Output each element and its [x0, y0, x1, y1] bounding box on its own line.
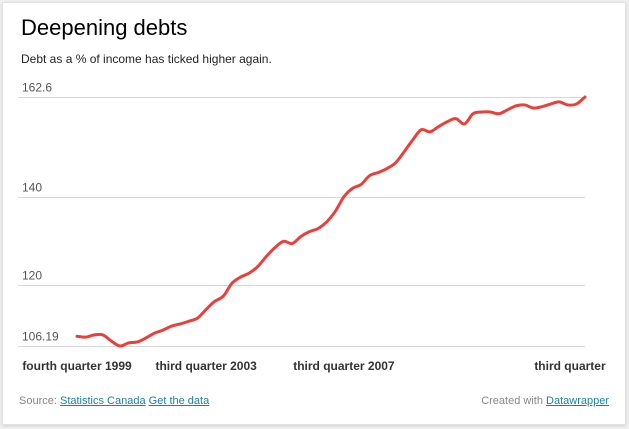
source-line: Source: Statistics Canada Get the data: [19, 395, 209, 407]
source-label: Source:: [19, 395, 57, 407]
y-tick-label: 106.19: [22, 330, 59, 344]
chart-subtitle: Debt as a % of income has ticked higher …: [21, 52, 272, 66]
chart-card: Deepening debts Debt as a % of income ha…: [2, 2, 626, 425]
y-tick-label: 162.6: [22, 81, 52, 95]
x-tick-label: third quarter 2003: [155, 359, 257, 373]
credit-line: Created with Datawrapper: [481, 395, 609, 407]
x-tick-label: third quarter 2014: [534, 359, 629, 373]
source-link[interactable]: Statistics Canada: [59, 395, 146, 407]
get-data-link[interactable]: Get the data: [148, 395, 210, 407]
x-tick-label: third quarter 2007: [293, 359, 395, 373]
y-tick-label: 120: [22, 269, 42, 283]
x-tick-label: fourth quarter 1999: [22, 359, 132, 373]
y-tick-label: 140: [22, 181, 42, 195]
datawrapper-link[interactable]: Datawrapper: [546, 395, 609, 407]
credit-label: Created with: [481, 395, 543, 407]
series-line: [75, 95, 587, 348]
chart-title: Deepening debts: [21, 15, 188, 40]
